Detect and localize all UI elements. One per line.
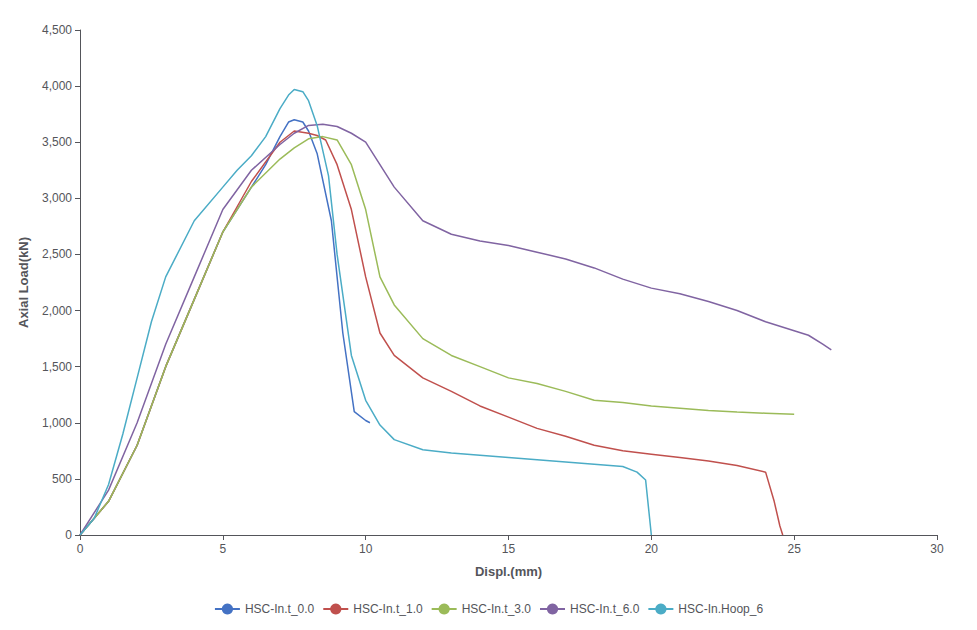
svg-text:3,500: 3,500 [42,135,72,149]
svg-text:HSC-In.t_1.0: HSC-In.t_1.0 [353,602,423,616]
svg-text:15: 15 [502,542,516,556]
svg-text:3,000: 3,000 [42,191,72,205]
svg-text:2,000: 2,000 [42,304,72,318]
svg-text:HSC-In.t_3.0: HSC-In.t_3.0 [462,602,532,616]
svg-text:5: 5 [219,542,226,556]
svg-text:30: 30 [930,542,944,556]
svg-text:1,500: 1,500 [42,360,72,374]
svg-text:HSC-In.t_0.0: HSC-In.t_0.0 [245,602,315,616]
svg-text:0: 0 [77,542,84,556]
svg-text:25: 25 [787,542,801,556]
svg-text:4,000: 4,000 [42,79,72,93]
svg-text:500: 500 [52,472,72,486]
svg-text:4,500: 4,500 [42,23,72,37]
svg-text:Displ.(mm): Displ.(mm) [475,564,542,579]
svg-text:20: 20 [645,542,659,556]
svg-text:10: 10 [359,542,373,556]
svg-text:HSC-In.t_6.0: HSC-In.t_6.0 [570,602,640,616]
svg-text:0: 0 [65,528,72,542]
svg-text:2,500: 2,500 [42,247,72,261]
svg-text:Axial Load(kN): Axial Load(kN) [16,237,31,328]
svg-text:HSC-In.Hoop_6: HSC-In.Hoop_6 [678,602,763,616]
svg-text:1,000: 1,000 [42,416,72,430]
